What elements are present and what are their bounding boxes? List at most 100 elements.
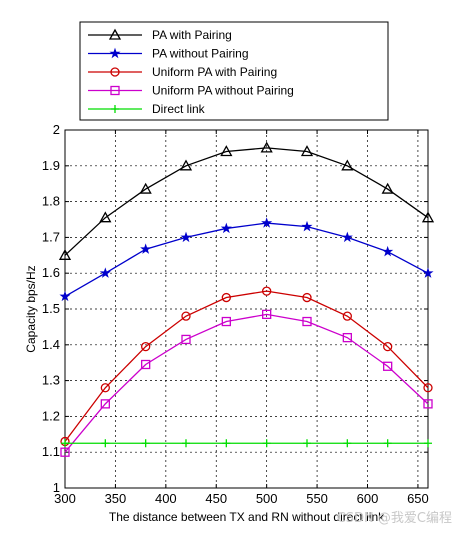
y-tick-label: 2 <box>53 122 60 137</box>
watermark: CSDN @我爱C编程 <box>337 511 452 526</box>
data-point <box>60 447 70 457</box>
data-point <box>58 248 72 260</box>
data-point <box>261 217 273 228</box>
legend-marker <box>110 85 120 96</box>
y-tick-label: 1.1 <box>42 444 60 459</box>
series-line <box>64 290 429 442</box>
data-point <box>342 332 352 343</box>
y-tick-label: 1.8 <box>42 194 60 209</box>
data-point <box>382 245 394 257</box>
data-point <box>383 439 392 448</box>
data-point <box>180 231 192 243</box>
data-point <box>99 267 111 278</box>
y-tick-label: 1.4 <box>42 337 60 352</box>
grid-lines <box>65 130 428 488</box>
data-point <box>101 439 110 448</box>
legend-item: Uniform PA without Pairing <box>88 84 294 98</box>
data-point <box>421 211 435 223</box>
data-point <box>303 439 311 448</box>
data-point <box>302 316 312 327</box>
data-point <box>341 159 354 171</box>
x-tick-label: 500 <box>256 491 278 506</box>
data-point <box>221 316 231 327</box>
data-point <box>182 439 190 448</box>
series-layer <box>58 141 435 457</box>
legend-marker <box>110 67 120 77</box>
data-point <box>423 399 433 409</box>
legend-label: PA without Pairing <box>152 47 249 61</box>
data-point <box>181 334 191 345</box>
legend: PA with Pairing PA without Pairing Uniform… <box>79 21 389 121</box>
y-tick-label: 1.9 <box>42 158 60 173</box>
legend-marker <box>109 47 121 59</box>
data-point <box>139 182 152 194</box>
x-axis-label: The distance between TX and RN without d… <box>109 510 385 524</box>
data-point <box>61 439 69 448</box>
x-tick-label: 600 <box>357 491 379 506</box>
series-line <box>64 313 429 453</box>
series-4 <box>60 309 433 457</box>
y-tick-label: 1 <box>53 480 60 495</box>
data-point <box>179 159 193 171</box>
series-line <box>64 222 429 298</box>
x-tick-label: 300 <box>54 491 76 506</box>
data-point <box>262 309 272 320</box>
data-point <box>59 290 71 302</box>
x-tick-label: 650 <box>407 491 429 506</box>
data-point <box>141 439 150 448</box>
series-2 <box>59 217 434 302</box>
y-axis-label: Capacity bps/Hz <box>24 265 38 352</box>
legend-label: Direct link <box>152 102 206 116</box>
data-point <box>300 145 314 157</box>
legend-item: PA with Pairing <box>88 28 232 42</box>
legend-item: Uniform PA with Pairing <box>88 65 277 79</box>
y-tick-label: 1.3 <box>42 373 60 388</box>
data-point <box>141 341 151 352</box>
x-tick-label: 350 <box>105 491 127 506</box>
series-1 <box>58 141 435 260</box>
data-point <box>383 361 393 371</box>
data-point <box>424 439 432 448</box>
data-point <box>221 292 231 303</box>
legend-item: PA without Pairing <box>88 47 249 61</box>
data-point <box>220 145 233 157</box>
y-tick-label: 1.2 <box>42 408 60 423</box>
data-point <box>222 439 231 448</box>
data-point <box>383 341 393 352</box>
legend-marker <box>108 28 122 40</box>
series-3 <box>60 286 433 447</box>
data-point <box>260 141 273 153</box>
legend-label: PA with Pairing <box>152 28 232 42</box>
series-line <box>64 147 429 256</box>
data-point <box>381 182 394 194</box>
series-5 <box>61 439 432 448</box>
y-tick-label: 1.6 <box>42 265 60 280</box>
legend-marker <box>111 105 119 113</box>
data-point <box>262 286 272 296</box>
data-point <box>99 211 112 223</box>
x-axis-ticks: 300 350 400 450 500 550 600 650 <box>54 130 429 506</box>
legend-item: Direct link <box>88 102 206 116</box>
data-point <box>341 231 353 243</box>
x-tick-label: 450 <box>205 491 227 506</box>
legend-label: Uniform PA without Pairing <box>152 84 294 98</box>
legend-label: Uniform PA with Pairing <box>152 65 277 79</box>
x-tick-label: 550 <box>306 491 328 506</box>
data-point <box>423 383 433 393</box>
legend-box <box>79 21 389 121</box>
data-point <box>141 359 151 370</box>
y-tick-label: 1.5 <box>42 301 60 316</box>
data-point <box>181 311 191 321</box>
data-point <box>220 222 232 234</box>
data-point <box>343 439 352 448</box>
x-tick-label: 400 <box>155 491 177 506</box>
data-point <box>100 399 110 409</box>
data-point <box>342 311 352 321</box>
data-point <box>100 383 110 393</box>
data-point <box>302 292 312 303</box>
data-point <box>301 220 313 232</box>
data-point <box>140 243 152 254</box>
data-point <box>422 267 434 278</box>
y-axis-ticks: 1 1.1 1.2 1.3 1.4 1.5 1.6 1.7 1.8 1.9 2 <box>42 122 428 495</box>
